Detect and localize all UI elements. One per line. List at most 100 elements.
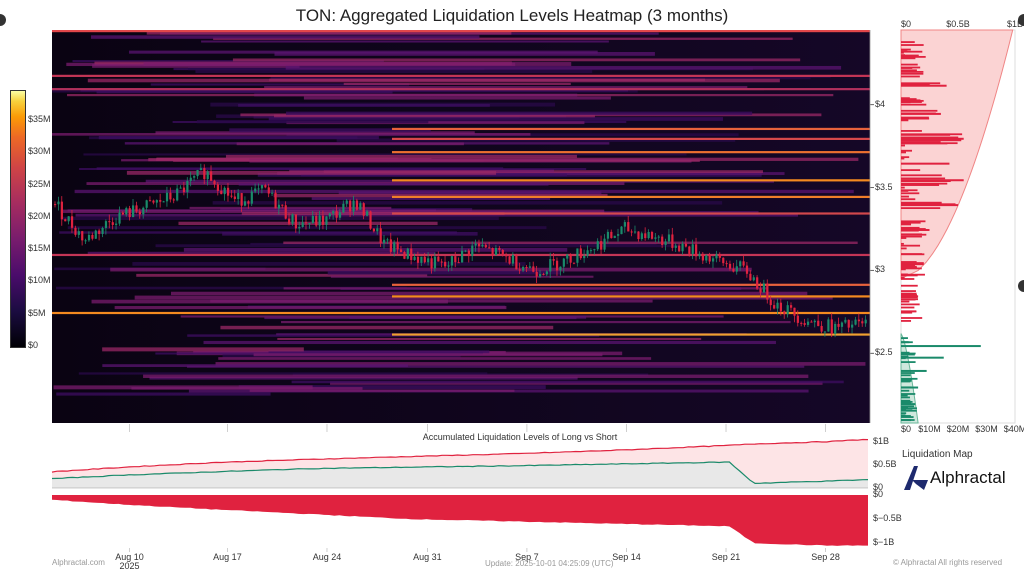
candle-body: [376, 228, 379, 232]
heat-band-strong: [392, 283, 870, 286]
candle-body: [793, 307, 796, 316]
candle-body: [810, 321, 813, 323]
short-liq-bar-major: [901, 112, 941, 115]
candle-body: [430, 258, 433, 269]
candle-body: [461, 250, 464, 263]
short-liq-bar: [901, 136, 959, 139]
long-liq-bar: [901, 337, 908, 339]
heat-band: [186, 365, 805, 368]
candle-body: [606, 231, 610, 239]
short-liq-bar: [901, 133, 951, 136]
candle-body: [91, 234, 94, 239]
candle-body: [796, 315, 799, 323]
candle-body: [104, 221, 108, 228]
candle-body: [237, 193, 240, 200]
candle-body: [152, 200, 155, 203]
edge-button-left[interactable]: [0, 14, 6, 26]
candle-body: [186, 180, 189, 193]
candle-body: [379, 228, 382, 244]
colorbar-tick: $0: [28, 340, 39, 350]
heat-band-strong: [392, 333, 870, 336]
candle-body: [745, 265, 749, 274]
short-liq-bar: [901, 303, 920, 306]
long-liq-bar: [901, 416, 914, 418]
short-liq-bar: [901, 186, 905, 189]
short-liq-bar: [901, 50, 908, 53]
edge-button-right-top[interactable]: [1018, 14, 1024, 26]
heat-band-strong: [52, 311, 870, 315]
short-liq-bar: [901, 75, 920, 78]
candle-body: [830, 319, 833, 334]
heat-band: [56, 392, 271, 396]
candle-body: [708, 255, 711, 262]
candle-body: [155, 200, 158, 203]
candle-body: [837, 323, 840, 327]
candle-body: [396, 242, 399, 250]
chart-title: TON: Aggregated Liquidation Levels Heatm…: [295, 6, 729, 25]
heat-band: [131, 387, 363, 390]
candle-body: [264, 185, 267, 188]
short-liq-bar: [901, 201, 942, 204]
short-liq-bar: [901, 151, 906, 154]
heat-band: [281, 320, 791, 324]
short-liq-bar: [901, 130, 922, 132]
edge-button-right-mid[interactable]: [1018, 280, 1024, 292]
heat-band: [249, 389, 515, 392]
candle-body: [386, 239, 389, 241]
short-liq-bar: [901, 41, 915, 43]
heat-band: [336, 138, 736, 142]
lower-sub-tick: $−0.5B: [873, 513, 902, 524]
heat-band: [78, 372, 488, 375]
heat-band-strong: [392, 137, 870, 140]
heat-band: [203, 340, 776, 345]
candle-body: [335, 211, 338, 218]
candle-body: [301, 222, 304, 227]
short-liq-bar: [901, 276, 905, 279]
short-liq-bar: [901, 253, 925, 256]
heat-band: [303, 96, 611, 100]
long-liq-bar: [901, 419, 911, 422]
heat-band: [343, 82, 571, 86]
candle-body: [664, 241, 667, 245]
candle-body: [786, 305, 789, 315]
candle-body: [206, 171, 209, 180]
candle-body: [382, 239, 386, 244]
heat-band: [232, 58, 801, 62]
short-liq-bar: [901, 142, 948, 145]
candle-body: [525, 266, 528, 268]
candle-body: [291, 214, 294, 224]
candle-body: [695, 244, 698, 257]
short-liq-bar: [901, 177, 946, 180]
candle-body: [769, 299, 772, 306]
candle-body: [142, 207, 145, 215]
short-liq-bar: [901, 144, 905, 147]
short-liq-bar: [901, 220, 926, 223]
candle-body: [779, 302, 783, 312]
candle-body: [701, 253, 705, 261]
heat-band: [283, 241, 858, 245]
candle-body: [349, 200, 352, 212]
candle-body: [637, 231, 640, 240]
short-liq-bar: [901, 222, 909, 225]
candle-body: [671, 234, 674, 248]
short-liq-bar-major: [901, 162, 950, 165]
liq-map-top-tick: $0: [901, 19, 912, 29]
candle-body: [67, 216, 70, 222]
candle-body: [135, 205, 138, 212]
candle-body: [311, 215, 314, 224]
candle-body: [515, 255, 518, 270]
colorbar-tick: $5M: [28, 307, 46, 318]
heat-band: [225, 154, 577, 159]
short-accum-line: [51, 438, 869, 473]
candle-body: [773, 305, 776, 309]
candle-body: [182, 187, 186, 193]
liq-map-top-tick: $0.5B: [946, 19, 970, 29]
heat-band: [212, 201, 723, 205]
heat-band-strong: [392, 151, 870, 154]
candle-body: [593, 249, 596, 251]
short-liq-bar-major: [901, 137, 964, 140]
candle-body: [803, 323, 806, 325]
short-liq-bar: [901, 54, 905, 57]
candle-body: [718, 254, 721, 258]
long-liq-bar: [901, 396, 910, 399]
